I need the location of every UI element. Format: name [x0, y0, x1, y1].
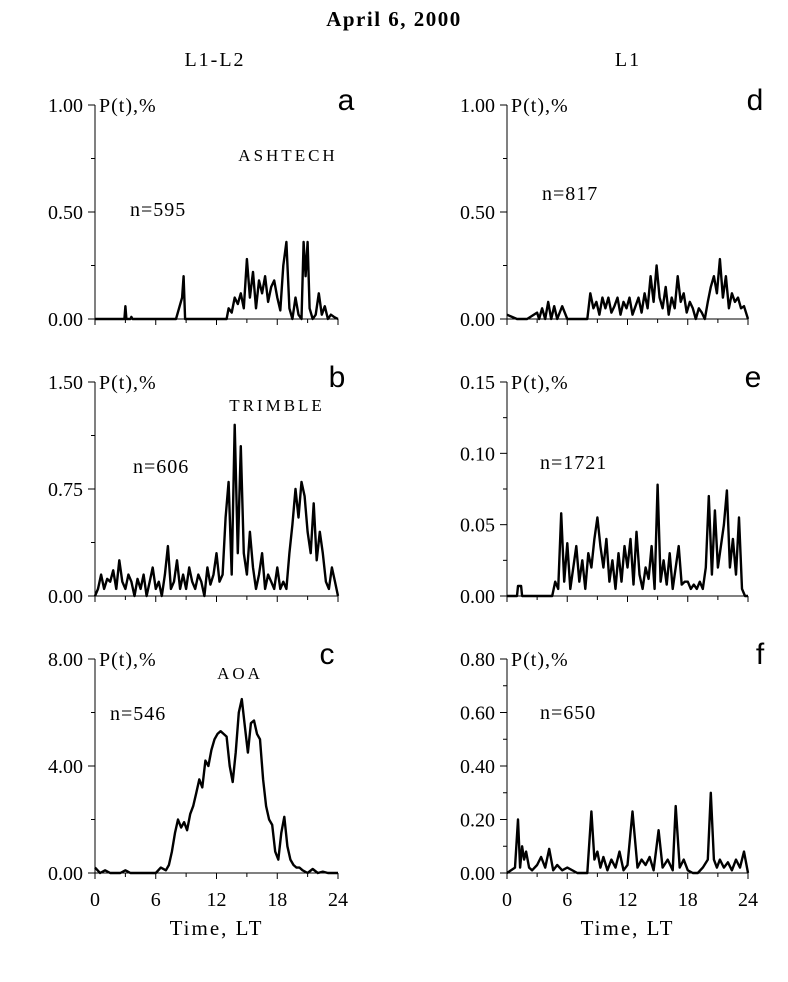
- x-tick-label: 18: [678, 889, 698, 911]
- sample-count-label: n=1721: [540, 452, 607, 474]
- y-axis-label: P(t),%: [99, 649, 157, 671]
- column-header-l1: L1: [615, 49, 641, 71]
- panels-group: 0.00 0.50 1.00 P(t),% a n=595 ASHTECH 0.00 0.75 1…: [48, 84, 765, 940]
- y-tick-label: 0.20: [460, 810, 495, 832]
- sample-count-label: n=546: [110, 703, 166, 725]
- panel-b: 0.00 0.75 1.50 P(t),% b n=606 TRIMBLE: [48, 361, 345, 608]
- y-axis-label: P(t),%: [511, 649, 569, 671]
- panel-letter: d: [747, 84, 764, 117]
- sample-count-label: n=595: [130, 199, 186, 221]
- y-tick-label: 0.00: [460, 863, 495, 885]
- y-tick-label: 0.50: [48, 202, 83, 224]
- panel-f: 0.00 0.20 0.40 0.60 0.80 0 6 12 18 24 Time, LT P(t)…: [460, 638, 765, 940]
- y-tick-label: 4.00: [48, 756, 83, 778]
- x-axis-label: Time, LT: [170, 916, 264, 940]
- panel-e: 0.00 0.05 0.10 0.15 P(t),% e n=1721: [460, 361, 761, 608]
- series-line: [93, 423, 340, 598]
- y-axis-label: P(t),%: [99, 95, 157, 117]
- y-tick-label: 0.15: [460, 372, 495, 394]
- figure-title: April 6, 2000: [326, 7, 462, 31]
- y-tick-label: 0.00: [48, 309, 83, 331]
- y-tick-label: 0.05: [460, 515, 495, 537]
- panel-letter: b: [329, 361, 346, 394]
- receiver-annotation: ASHTECH: [238, 146, 337, 165]
- series-line: [95, 240, 339, 321]
- y-tick-label: 8.00: [48, 649, 83, 671]
- series-line: [507, 483, 748, 598]
- sample-count-label: n=606: [133, 456, 189, 478]
- y-tick-label: 0.00: [48, 863, 83, 885]
- y-tick-label: 0.50: [460, 202, 495, 224]
- panel-letter: a: [338, 84, 355, 117]
- series-line: [506, 257, 750, 321]
- x-tick-label: 6: [151, 889, 161, 911]
- y-tick-label: 0.00: [460, 309, 495, 331]
- y-tick-label: 0.75: [48, 479, 83, 501]
- x-tick-label: 24: [328, 889, 348, 911]
- y-tick-label: 0.80: [460, 649, 495, 671]
- panel-letter: c: [320, 638, 335, 671]
- x-tick-label: 18: [267, 889, 287, 911]
- x-tick-label: 0: [502, 889, 512, 911]
- sample-count-label: n=817: [542, 183, 598, 205]
- y-tick-label: 0.00: [48, 586, 83, 608]
- x-axis-label: Time, LT: [581, 916, 675, 940]
- sample-count-label: n=650: [540, 702, 596, 724]
- y-axis-label: P(t),%: [511, 372, 569, 394]
- x-tick-label: 12: [207, 889, 227, 911]
- series-line: [506, 791, 750, 875]
- receiver-annotation: AOA: [217, 664, 263, 683]
- panel-letter: f: [756, 638, 765, 671]
- y-tick-label: 0.10: [460, 443, 495, 465]
- y-axis-label: P(t),%: [511, 95, 569, 117]
- panel-letter: e: [745, 361, 762, 394]
- panel-c: 0.00 4.00 8.00 0 6 12 18 24 Time, LT P(t),% c n=546…: [48, 638, 348, 940]
- y-axis-label: P(t),%: [99, 372, 157, 394]
- y-tick-label: 0.40: [460, 756, 495, 778]
- x-tick-label: 12: [618, 889, 638, 911]
- panel-a: 0.00 0.50 1.00 P(t),% a n=595 ASHTECH: [48, 84, 355, 331]
- x-tick-label: 24: [738, 889, 758, 911]
- y-tick-label: 1.00: [460, 95, 495, 117]
- y-tick-label: 1.50: [48, 372, 83, 394]
- series-line: [94, 697, 338, 875]
- y-tick-label: 0.00: [460, 586, 495, 608]
- receiver-annotation: TRIMBLE: [229, 396, 325, 415]
- x-tick-label: 6: [562, 889, 572, 911]
- y-tick-label: 0.60: [460, 703, 495, 725]
- y-tick-label: 1.00: [48, 95, 83, 117]
- x-tick-label: 0: [90, 889, 100, 911]
- column-header-l1-l2: L1-L2: [184, 49, 245, 71]
- panel-d: 0.00 0.50 1.00 P(t),% d n=817: [460, 84, 763, 331]
